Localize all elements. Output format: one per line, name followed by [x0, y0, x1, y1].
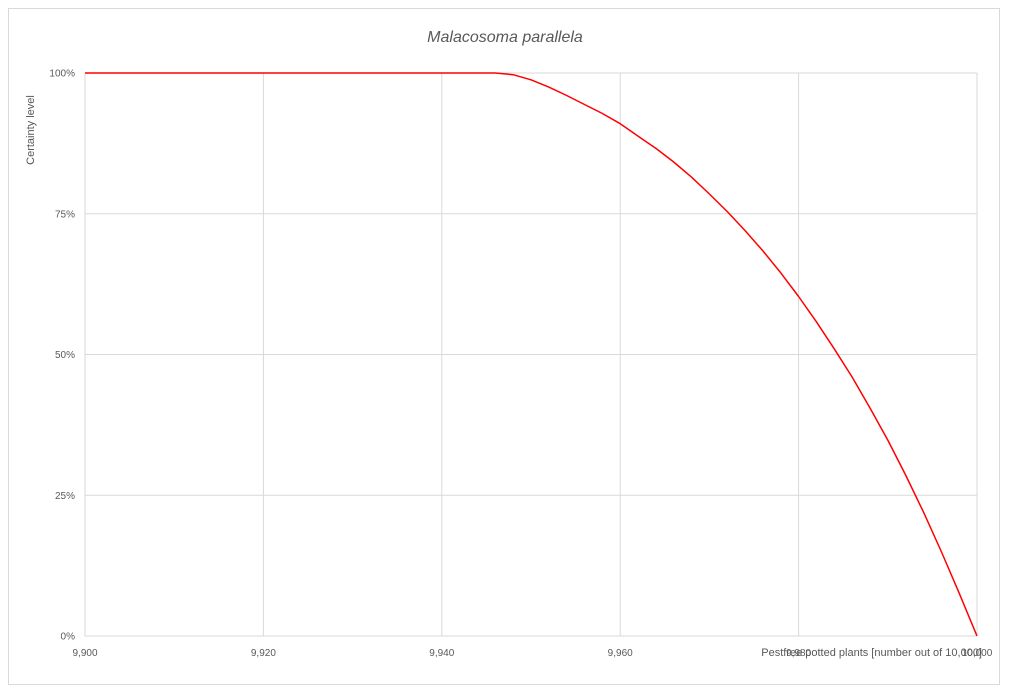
x-tick-label: 9,960	[608, 648, 633, 659]
y-axis-label: Certainty level	[25, 95, 37, 165]
y-tick-labels: 0% 25% 50% 75% 100%	[49, 69, 75, 643]
y-tick-label: 25%	[55, 491, 75, 502]
y-tick-label: 100%	[49, 69, 75, 80]
x-tick-label: 9,900	[72, 648, 97, 659]
x-tick-label: 9,940	[429, 648, 454, 659]
x-tick-label: 9,980	[786, 648, 811, 659]
gridlines	[84, 72, 978, 637]
x-tick-labels: 9,900 9,920 9,940 9,960 9,980 10,000	[72, 648, 992, 659]
x-axis-label: Pestfree potted plants [number out of 10…	[761, 647, 982, 659]
chart-title: Malacosoma parallela	[427, 29, 583, 46]
x-tick-label: 10,000	[962, 648, 993, 659]
series-group	[85, 72, 978, 637]
series-line	[85, 72, 978, 637]
x-tick-label: 9,920	[251, 648, 276, 659]
chart-frame	[8, 8, 1000, 685]
y-tick-label: 0%	[61, 632, 76, 643]
y-tick-label: 75%	[55, 209, 75, 220]
y-tick-label: 50%	[55, 350, 75, 361]
